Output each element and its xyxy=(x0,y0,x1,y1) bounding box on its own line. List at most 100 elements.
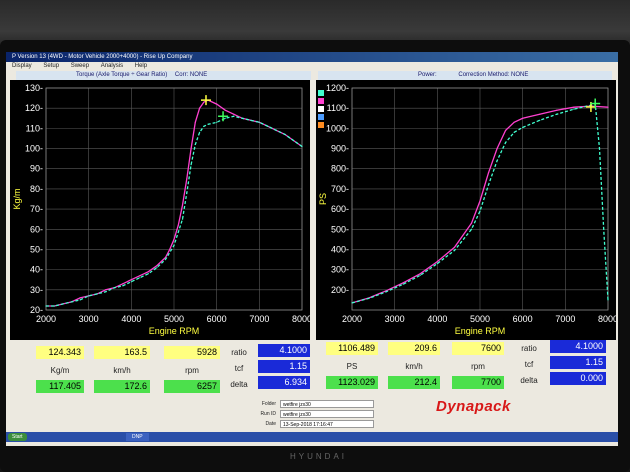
power-series-point xyxy=(487,172,490,174)
date-field[interactable]: 13-Sep-2018 17:16:47 xyxy=(280,420,374,428)
power-series-point xyxy=(522,117,524,119)
power-series-point xyxy=(487,184,490,186)
series-color-swatch[interactable] xyxy=(318,90,324,96)
torque-series-point xyxy=(139,277,141,279)
torque-series-point xyxy=(275,129,277,131)
power-series-point xyxy=(436,262,438,265)
power-series-point xyxy=(402,283,404,285)
right-rpm-value-1: 7600 xyxy=(452,342,504,355)
ratio-value: 4.1000 xyxy=(258,344,310,357)
torque-panel-header: Torque (Axle Torque ÷ Gear Ratio) Corr: … xyxy=(16,71,311,80)
torque-y-tick-label: 90- xyxy=(30,164,43,174)
power-y-tick-label: 300- xyxy=(331,265,349,275)
taskbar-item[interactable]: DNP xyxy=(126,433,149,441)
torque-unit-label: Kg/m xyxy=(50,366,70,375)
menu-bar: Display Setup Sweep Analysis Help xyxy=(6,62,618,71)
torque-series-point xyxy=(301,145,303,148)
torque-y-tick-label: 120- xyxy=(25,103,43,113)
torque-series-point xyxy=(79,297,81,299)
torque-series-point xyxy=(216,121,218,123)
power-series-point xyxy=(505,141,507,144)
torque-series-point xyxy=(284,133,286,136)
torque-x-tick-label: 7000 xyxy=(249,314,269,324)
torque-series-point xyxy=(177,224,179,226)
torque-series-point xyxy=(233,113,235,115)
power-panel-header: Power: Correction Method: NONE xyxy=(318,71,612,80)
power-series-point xyxy=(470,228,473,230)
power-series-point xyxy=(556,109,558,111)
power-y-tick-label: 1200- xyxy=(326,83,349,93)
runid-label: Run ID xyxy=(260,411,276,417)
torque-cursor-marker[interactable] xyxy=(218,111,229,122)
power-series-line-2 xyxy=(351,102,609,304)
torque-series-point xyxy=(181,204,184,206)
power-series-point xyxy=(603,228,605,230)
torque-series-point xyxy=(79,299,81,301)
torque-plot-frame xyxy=(45,87,303,311)
torque-series-point xyxy=(181,218,184,220)
torque-series-point xyxy=(267,125,269,127)
torque-value-1: 124.343 xyxy=(36,346,84,359)
power-series-point xyxy=(522,126,524,128)
torque-series-point xyxy=(216,103,218,105)
tcf-value: 1.15 xyxy=(258,360,310,373)
speed-value-2: 172.6 xyxy=(94,380,150,393)
power-series-point xyxy=(556,113,558,115)
power-x-tick-label: 8000 xyxy=(598,314,616,324)
rpm-value-1: 5928 xyxy=(164,346,220,359)
menu-item[interactable]: Display xyxy=(12,63,32,69)
torque-series-point xyxy=(258,121,260,123)
power-cursor-marker[interactable] xyxy=(590,98,601,109)
power-y-tick-label: 400- xyxy=(331,244,349,254)
power-series-point xyxy=(607,299,609,301)
power-series-point xyxy=(607,106,609,108)
torque-series-point xyxy=(45,305,47,307)
power-series-point xyxy=(496,147,498,150)
speed-value-1: 163.5 xyxy=(94,346,150,359)
power-y-tick-label: 600- xyxy=(331,204,349,214)
power-series-point xyxy=(479,210,481,212)
torque-series-point xyxy=(233,115,235,117)
rpm-value-2: 6257 xyxy=(164,380,220,393)
series-color-swatch[interactable] xyxy=(318,98,324,104)
right-speed-unit-label: km/h xyxy=(405,362,423,371)
torque-series-point xyxy=(62,303,64,305)
runid-field[interactable]: wetfire jzx30 xyxy=(280,410,374,418)
torque-series-point xyxy=(186,178,188,180)
power-series-point xyxy=(573,108,575,110)
series-color-swatch[interactable] xyxy=(318,106,324,112)
torque-x-tick-label: 8000 xyxy=(292,314,310,324)
torque-x-axis-label: Engine RPM xyxy=(149,326,200,336)
menu-item[interactable]: Setup xyxy=(43,63,60,69)
torque-y-tick-label: 50- xyxy=(30,244,43,254)
series-color-swatch[interactable] xyxy=(318,122,324,128)
torque-series-point xyxy=(105,291,107,293)
menu-item[interactable]: Help xyxy=(134,63,148,69)
start-button[interactable]: Start xyxy=(8,433,27,441)
right-speed-value-1: 209.6 xyxy=(388,342,440,355)
series-color-swatch[interactable] xyxy=(318,114,324,120)
torque-cursor-marker[interactable] xyxy=(201,95,211,106)
torque-series-point xyxy=(147,271,149,273)
right-ratio-value: 4.1000 xyxy=(550,340,606,353)
power-header-label: Power: xyxy=(418,72,437,78)
right-tcf-value: 1.15 xyxy=(550,356,606,369)
menu-item[interactable]: Sweep xyxy=(70,63,90,69)
power-series-point xyxy=(598,147,601,150)
power-y-tick-label: 1100- xyxy=(327,103,349,113)
torque-series-point xyxy=(190,147,192,150)
torque-series-line-2 xyxy=(46,115,303,307)
power-series-point xyxy=(402,282,404,284)
torque-series-point xyxy=(96,293,98,295)
power-series-point xyxy=(479,200,481,202)
folder-field[interactable]: wetfire jzx30 xyxy=(280,400,374,408)
torque-series-point xyxy=(203,101,205,103)
power-x-tick-label: 4000 xyxy=(427,314,447,324)
power-value-1: 1106.489 xyxy=(326,342,378,355)
torque-series-point xyxy=(169,248,171,251)
power-chart-panel: 2000 3000 4000 5000 6000 7000 8000 200- 300- 400-… xyxy=(316,80,616,340)
power-x-tick-label: 6000 xyxy=(513,314,533,324)
power-series-point xyxy=(513,121,515,123)
torque-corr-label: Corr: NONE xyxy=(174,72,208,78)
menu-item[interactable]: Analysis xyxy=(100,63,124,69)
